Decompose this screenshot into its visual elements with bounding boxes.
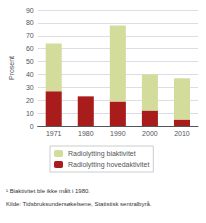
svg-text:40: 40 (26, 71, 34, 78)
svg-text:1990: 1990 (110, 130, 126, 137)
svg-text:50: 50 (26, 58, 34, 65)
svg-text:60: 60 (26, 45, 34, 52)
svg-text:2000: 2000 (142, 130, 158, 137)
svg-text:70: 70 (26, 32, 34, 39)
svg-text:0: 0 (30, 123, 34, 130)
svg-text:80: 80 (26, 19, 34, 26)
svg-text:Radiolytting biaktivitet: Radiolytting biaktivitet (68, 150, 136, 158)
svg-text:1971: 1971 (46, 130, 62, 137)
svg-text:20: 20 (26, 97, 34, 104)
svg-text:30: 30 (26, 84, 34, 91)
svg-text:1980: 1980 (78, 130, 94, 137)
svg-text:90: 90 (26, 7, 34, 14)
svg-text:2010: 2010 (174, 130, 190, 137)
svg-text:Prosent: Prosent (8, 56, 15, 80)
svg-text:Radiolytting hovedaktivitet: Radiolytting hovedaktivitet (68, 161, 149, 169)
svg-text:¹ Biaktivitet ble ikke målt i: ¹ Biaktivitet ble ikke målt i 1980. (6, 188, 90, 194)
svg-text:10: 10 (26, 110, 34, 117)
svg-text:Kilde: Tidsbruksundersøkelsene: Kilde: Tidsbruksundersøkelsene, Statisti… (6, 201, 152, 207)
